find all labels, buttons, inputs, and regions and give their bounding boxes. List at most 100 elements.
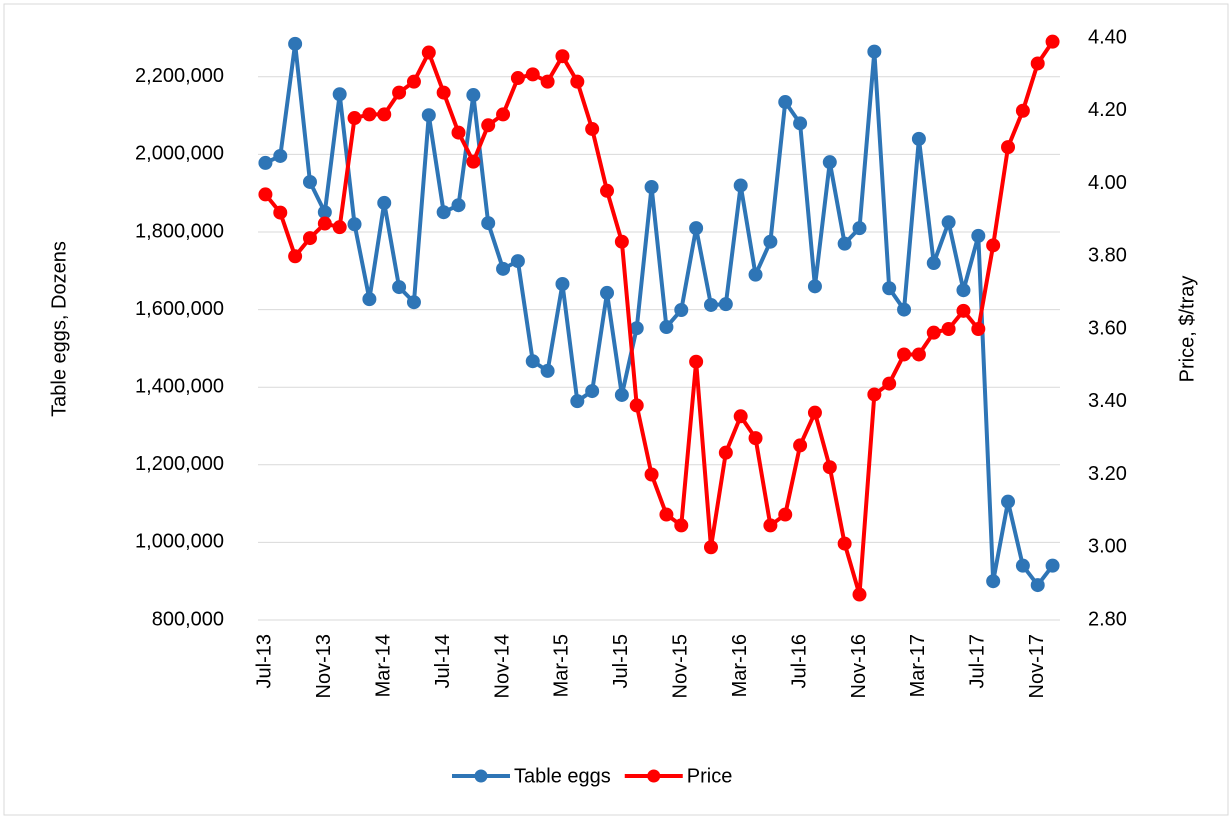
data-point [986,574,1001,589]
data-point [451,198,466,213]
legend-label: Table eggs [514,765,611,787]
data-point [926,325,941,340]
data-point [332,220,347,235]
data-point [629,398,644,413]
data-point [332,87,347,102]
data-point [288,249,303,264]
y-axis-title: Table eggs, Dozens [48,241,70,417]
y-tick-label: 2,200,000 [135,65,224,87]
data-point [525,67,540,82]
data-point [897,302,912,317]
y-tick-label: 1,200,000 [135,453,224,475]
data-point [406,295,421,310]
data-point [436,205,451,220]
data-point [600,183,615,198]
data-point [510,254,525,269]
data-point [941,215,956,230]
data-point [807,279,822,294]
data-point [273,205,288,220]
legend-label: Price [687,765,733,787]
data-point [392,280,407,295]
y2-tick-label: 3.80 [1088,245,1127,267]
data-point [689,354,704,369]
data-point [718,297,733,312]
data-point [496,261,511,276]
data-point [733,409,748,424]
data-point [1045,558,1060,573]
data-point [451,125,466,140]
data-point [1030,56,1045,71]
y-tick-label: 800,000 [152,608,224,630]
data-point [1015,103,1030,118]
data-point [392,85,407,100]
x-tick-label: Nov-15 [670,634,692,698]
data-point [837,536,852,551]
y2-tick-label: 2.80 [1088,608,1127,630]
data-point [911,131,926,146]
data-point [703,540,718,555]
data-point [317,216,332,231]
data-point [585,121,600,136]
y2-tick-label: 3.20 [1088,463,1127,485]
data-point [510,71,525,86]
data-point [703,297,718,312]
y2-tick-label: 4.20 [1088,99,1127,121]
data-point [1045,34,1060,49]
chart-frame [3,3,1229,816]
data-point [585,384,600,399]
data-point [496,107,511,122]
data-point [1001,494,1016,509]
data-point [733,178,748,193]
data-point [852,221,867,236]
data-point [436,85,451,100]
data-point [644,467,659,482]
y-tick-label: 1,600,000 [135,298,224,320]
data-point [258,187,273,202]
data-point [926,256,941,271]
data-point [674,302,689,317]
data-point [822,155,837,170]
data-point [362,107,377,122]
data-point [897,347,912,362]
data-point [466,88,481,103]
data-point [778,507,793,522]
data-point [689,221,704,236]
data-point [763,518,778,533]
data-point [822,460,837,475]
x-tick-label: Jul-17 [967,634,989,688]
x-tick-label: Nov-17 [1026,634,1048,698]
data-point [614,234,629,249]
y2-tick-label: 3.60 [1088,317,1127,339]
x-tick-label: Mar-17 [907,634,929,697]
data-point [629,321,644,336]
data-point [362,292,377,307]
data-point [377,107,392,122]
data-point [971,322,986,336]
data-point [555,49,570,64]
data-point [956,303,971,318]
data-point [659,320,674,335]
data-point [807,405,822,420]
data-point [1030,578,1045,593]
data-point [793,116,808,131]
y2-tick-label: 3.40 [1088,390,1127,412]
x-tick-label: Nov-13 [313,634,335,698]
data-point [644,179,659,194]
data-point [421,108,436,123]
data-point [273,148,288,163]
data-point [882,281,897,296]
y-tick-label: 2,000,000 [135,143,224,165]
data-point [956,283,971,298]
data-point [867,44,882,59]
data-point [882,376,897,391]
data-point [540,74,555,89]
data-point [421,45,436,60]
data-point [466,154,481,169]
series-line [264,41,1055,588]
x-tick-label: Jul-16 [788,634,810,688]
data-point [911,347,926,362]
data-point [1015,558,1030,573]
x-tick-label: Jul-14 [432,634,454,688]
y-tick-label: 1,000,000 [135,531,224,553]
